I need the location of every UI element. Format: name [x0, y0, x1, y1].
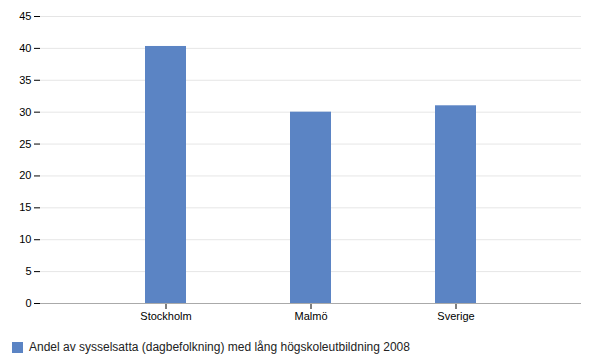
svg-text:Malmö: Malmö — [294, 310, 327, 322]
svg-text:35: 35 — [19, 74, 31, 86]
svg-text:25: 25 — [19, 138, 31, 150]
svg-text:20: 20 — [19, 169, 31, 181]
svg-text:40: 40 — [19, 42, 31, 54]
svg-text:5: 5 — [25, 265, 31, 277]
svg-text:0: 0 — [25, 297, 31, 309]
svg-text:30: 30 — [19, 106, 31, 118]
svg-text:Sverige: Sverige — [437, 310, 474, 322]
html-text:Andel av sysselsatta (dagbefol: Andel av sysselsatta (dagbefolkning) med… — [29, 340, 410, 354]
svg-text:15: 15 — [19, 201, 31, 213]
svg-text:45: 45 — [19, 10, 31, 22]
svg-text:10: 10 — [19, 233, 31, 245]
svg-text:Stockholm: Stockholm — [140, 310, 191, 322]
